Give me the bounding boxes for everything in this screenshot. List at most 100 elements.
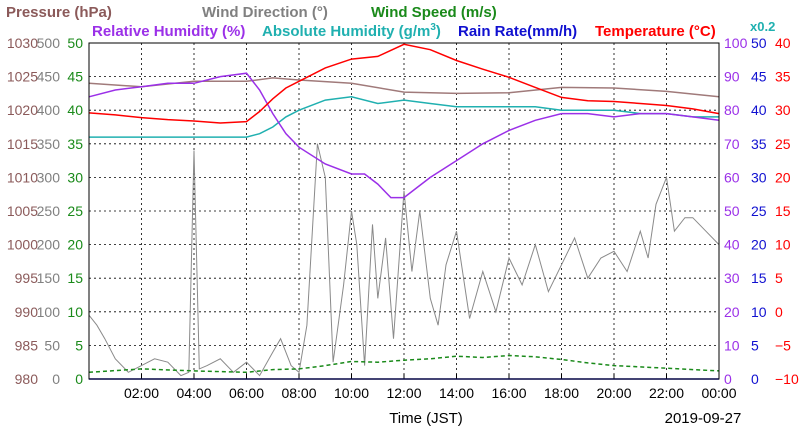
temperature-tick-label: 15 [775,203,791,219]
legend-wind-direction: Wind Direction (°) [202,4,328,21]
temperature-tick-label: 10 [775,237,791,253]
rain-rate-tick-label: 25 [751,203,767,219]
rain-rate-tick-label: 15 [751,270,767,286]
x-tick-label: 14:00 [439,385,474,401]
rain-rate-tick-label: 45 [751,69,767,85]
wind-direction-tick-label: 400 [37,102,61,118]
series-relative-humidity [88,72,720,199]
legend-pressure: Pressure (hPa) [6,4,112,21]
wind-direction-tick-label: 50 [44,337,60,353]
wind-direction-tick-label: 450 [37,69,61,85]
legend-absolute-humidity: Absolute Humidity (g/m3) [262,22,441,40]
pressure-tick-label: 985 [15,337,39,353]
wind-speed-tick-label: 50 [67,35,83,51]
relative-humidity-tick-label: 40 [724,237,740,253]
x-axis: 02:00 04:00 06:00 08:00 10:00 12:00 14:00 16:00… [124,374,737,401]
legend-relative-humidity: Relative Humidity (%) [92,23,245,40]
relative-humidity-tick-label: 50 [724,203,740,219]
wind-direction-tick-label: 200 [37,237,61,253]
relative-humidity-tick-label: 60 [724,169,740,185]
wind-direction-tick-label: 0 [52,371,60,387]
pressure-tick-label: 1025 [7,69,38,85]
wind-speed-tick-label: 15 [67,270,83,286]
pressure-tick-label: 995 [15,270,39,286]
pressure-tick-label: 1020 [7,102,38,118]
wind-direction-tick-label: 250 [37,203,61,219]
wind-speed-tick-label: 40 [67,102,83,118]
rain-rate-tick-label: 10 [751,304,767,320]
right-axes: 1009080706050403020100504540353025201510… [724,35,799,387]
series-wind-speed [88,354,720,374]
x-axis-label: Time (JST) [389,410,463,427]
wind-speed-tick-label: 10 [67,304,83,320]
legend-rain-rate: Rain Rate(mm/h) [458,23,577,40]
x-tick-label: 20:00 [596,385,631,401]
pressure-tick-label: 990 [15,304,39,320]
relative-humidity-tick-label: 70 [724,136,740,152]
rain-rate-tick-label: 50 [751,35,767,51]
temperature-tick-label: 30 [775,102,791,118]
temperature-tick-label: 40 [775,35,791,51]
x-tick-label: 10:00 [334,385,369,401]
wind-speed-tick-label: 0 [75,371,83,387]
wind-speed-tick-label: 25 [67,203,83,219]
temperature-tick-label: 0 [775,304,783,320]
chart-date: 2019-09-27 [665,410,742,427]
legend-absolute-humidity-close: ) [436,23,441,40]
rain-rate-tick-label: 20 [751,237,767,253]
legend-absolute-humidity-label: Absolute Humidity (g/m [262,23,430,40]
legend: Pressure (hPa) Wind Direction (°) Wind S… [6,4,775,40]
rain-rate-tick-label: 40 [751,102,767,118]
relative-humidity-tick-label: 100 [724,35,748,51]
series-temperature [88,43,720,124]
rain-rate-tick-label: 0 [751,371,759,387]
relative-humidity-tick-label: 30 [724,270,740,286]
pressure-tick-label: 1015 [7,136,38,152]
relative-humidity-tick-label: 90 [724,69,740,85]
relative-humidity-tick-label: 80 [724,102,740,118]
rain-rate-tick-label: 30 [751,169,767,185]
pressure-tick-label: 1030 [7,35,38,51]
x-tick-label: 06:00 [229,385,264,401]
relative-humidity-tick-label: 10 [724,337,740,353]
pressure-tick-label: 980 [15,371,39,387]
x-tick-label: 08:00 [281,385,316,401]
x-tick-label: 16:00 [491,385,526,401]
temperature-tick-label: 5 [775,270,783,286]
wind-speed-tick-label: 30 [67,169,83,185]
temperature-tick-label: 35 [775,69,791,85]
x-tick-label: 00:00 [701,385,736,401]
relative-humidity-tick-label: 20 [724,304,740,320]
relative-humidity-tick-label: 0 [724,371,732,387]
rain-rate-tick-label: 5 [751,337,759,353]
series-absolute-humidity [89,96,719,138]
x-tick-label: 12:00 [386,385,421,401]
wind-speed-tick-label: 45 [67,69,83,85]
x-tick-label: 18:00 [544,385,579,401]
legend-absolute-humidity-sup: 3 [430,22,436,33]
temperature-tick-label: −5 [775,337,791,353]
plot-frame [88,42,720,380]
series-wind-direction [88,143,720,377]
legend-scale-note: x0.2 [750,19,775,34]
x-tick-label: 22:00 [649,385,684,401]
wind-direction-tick-label: 300 [37,169,61,185]
wind-speed-tick-label: 20 [67,237,83,253]
wind-speed-tick-label: 5 [75,337,83,353]
legend-wind-speed: Wind Speed (m/s) [371,4,497,21]
temperature-tick-label: −10 [775,371,799,387]
pressure-tick-label: 1000 [7,237,38,253]
rain-rate-tick-label: 35 [751,136,767,152]
x-tick-label: 02:00 [124,385,159,401]
grid [89,43,719,379]
temperature-tick-label: 25 [775,136,791,152]
x-tick-label: 04:00 [176,385,211,401]
wind-speed-tick-label: 35 [67,136,83,152]
pressure-tick-label: 1005 [7,203,38,219]
temperature-tick-label: 20 [775,169,791,185]
left-axes: 1030102510201015101010051000995990985980… [7,35,83,387]
wind-direction-tick-label: 100 [37,304,61,320]
wind-direction-tick-label: 350 [37,136,61,152]
